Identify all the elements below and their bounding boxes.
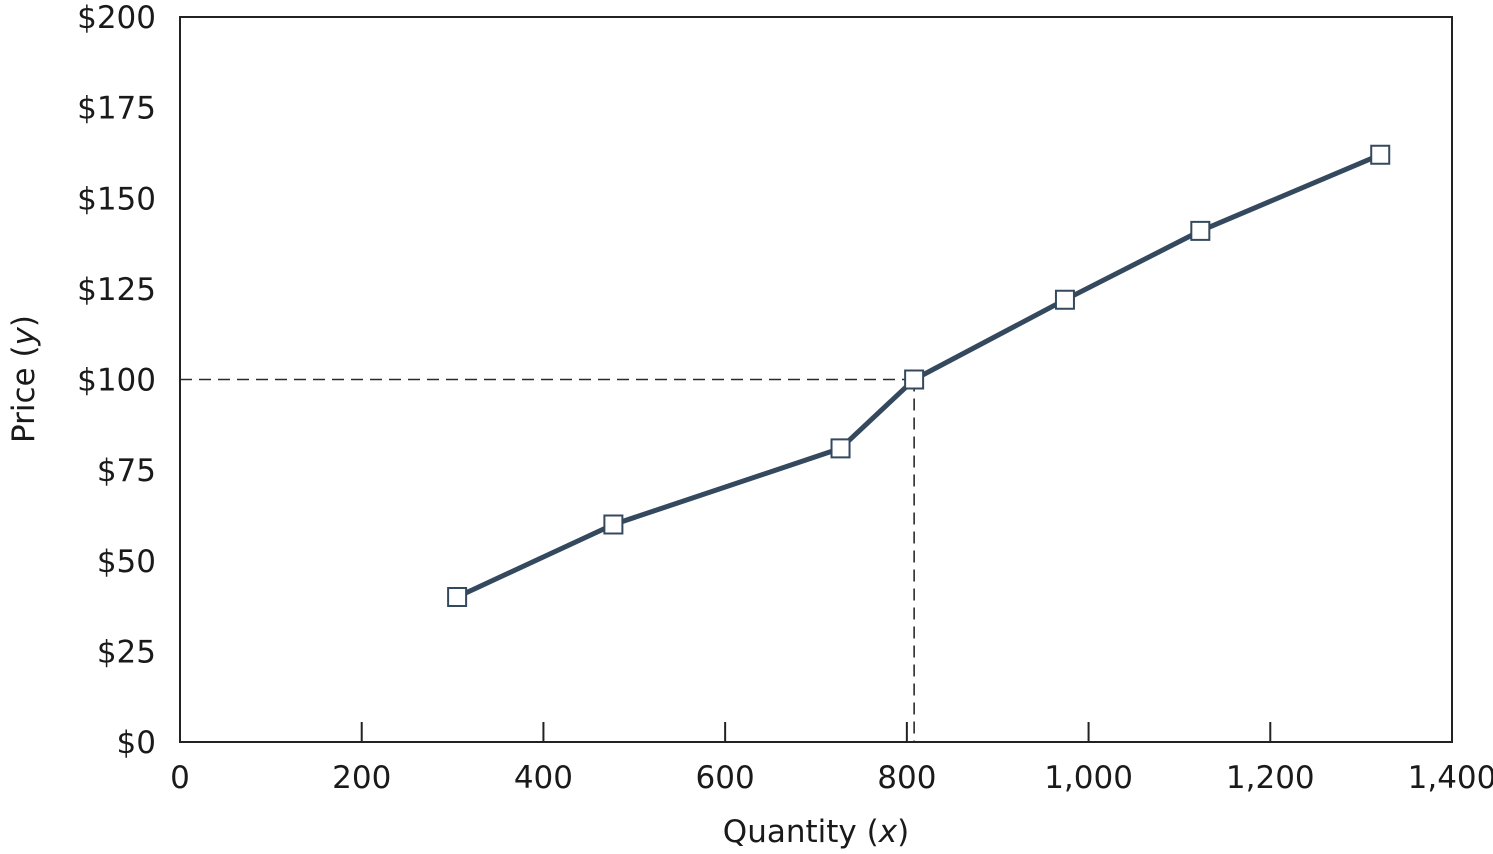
x-tick-label: 600 — [696, 760, 755, 796]
x-tick-label: 200 — [332, 760, 391, 796]
data-point-marker — [1191, 222, 1209, 240]
y-tick-label: $25 — [97, 634, 156, 670]
x-tick-label: 800 — [877, 760, 936, 796]
reference-lines — [180, 380, 914, 743]
x-axis-title-open-paren: ( — [857, 814, 879, 850]
y-tick-label: $125 — [77, 272, 156, 308]
y-axis-title: Price (y) — [6, 315, 42, 443]
x-tick-label: 1,200 — [1226, 760, 1315, 796]
x-tick-label: 1,000 — [1044, 760, 1133, 796]
series — [448, 146, 1389, 606]
y-axis-title-text: Price — [6, 367, 42, 443]
x-tick-label: 1,400 — [1408, 760, 1493, 796]
y-axis-title-close-paren: ) — [6, 315, 42, 327]
y-tick-label: $200 — [77, 0, 156, 36]
data-point-marker — [1371, 146, 1389, 164]
y-tick-label: $0 — [117, 725, 156, 761]
data-point-marker — [905, 371, 923, 389]
x-tick-labels: 0 200 400 600 800 1,000 1,200 1,400 — [170, 760, 1493, 796]
y-axis-title-open-paren: ( — [6, 345, 42, 367]
y-tick-label: $150 — [77, 181, 156, 217]
data-point-marker — [1056, 291, 1074, 309]
data-point-marker — [604, 516, 622, 534]
y-tick-labels: $0 $25 $50 $75 $100 $125 $150 $175 $200 — [77, 0, 156, 761]
y-axis-variable: y — [6, 326, 42, 346]
x-axis-title-close-paren: ) — [897, 814, 909, 850]
x-tick-label: 400 — [514, 760, 573, 796]
y-tick-label: $50 — [97, 544, 156, 580]
x-axis-title-text: Quantity — [723, 814, 857, 850]
axis-ticks — [362, 722, 1271, 742]
y-tick-label: $75 — [97, 453, 156, 489]
x-tick-label: 0 — [170, 760, 190, 796]
x-axis-title: Quantity (x) — [723, 814, 909, 850]
y-tick-label: $175 — [77, 91, 156, 127]
data-point-marker — [448, 588, 466, 606]
x-axis-variable: x — [878, 814, 898, 850]
data-point-marker — [832, 439, 850, 457]
y-tick-label: $100 — [77, 363, 156, 399]
